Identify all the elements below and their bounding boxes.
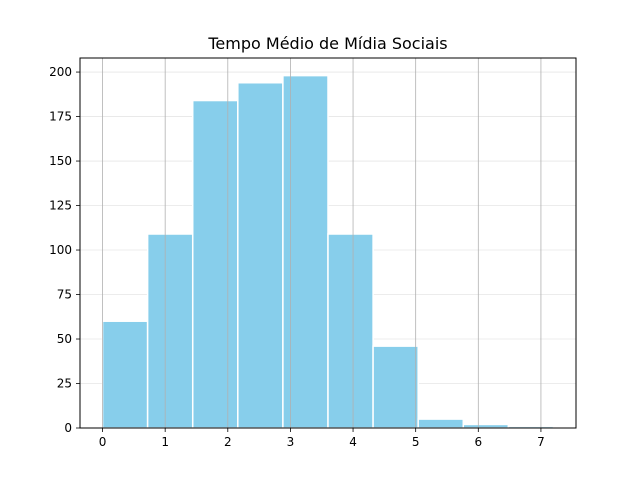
x-tick-label: 1: [161, 435, 169, 449]
x-tick-label: 2: [224, 435, 232, 449]
histogram-bar: [282, 74, 329, 429]
x-tick-label: 3: [287, 435, 295, 449]
x-tick-label: 4: [349, 435, 357, 449]
x-gridlines: [102, 58, 542, 428]
histogram-bar: [101, 320, 149, 429]
y-axis-ticks: 0 25 50 75 100 125 150 175 200: [49, 65, 80, 435]
histogram-bar: [237, 81, 284, 429]
y-tick-label: 0: [64, 421, 72, 435]
y-tick-label: 75: [57, 288, 72, 302]
histogram-bar: [462, 423, 510, 429]
y-tick-label: 100: [49, 243, 72, 257]
y-tick-label: 150: [49, 154, 72, 168]
x-tick-label: 6: [474, 435, 482, 449]
histogram-bar: [372, 345, 419, 429]
histogram-bar: [327, 233, 374, 429]
y-tick-label: 200: [49, 65, 72, 79]
x-tick-label: 5: [412, 435, 420, 449]
x-axis-ticks: 0 1 2 3 4 5 6 7: [99, 428, 545, 449]
y-tick-label: 175: [49, 110, 72, 124]
x-tick-label: 7: [537, 435, 545, 449]
x-tick-label: 0: [99, 435, 107, 449]
plot-frame: [79, 57, 577, 429]
histogram-bar: [146, 233, 194, 429]
y-tick-label: 125: [49, 199, 72, 213]
y-tick-label: 50: [57, 332, 72, 346]
y-tick-label: 25: [57, 377, 72, 391]
histogram-bar: [417, 418, 465, 429]
histogram-bar: [191, 99, 239, 429]
chart-title: Tempo Médio de Mídia Sociais: [207, 34, 447, 53]
